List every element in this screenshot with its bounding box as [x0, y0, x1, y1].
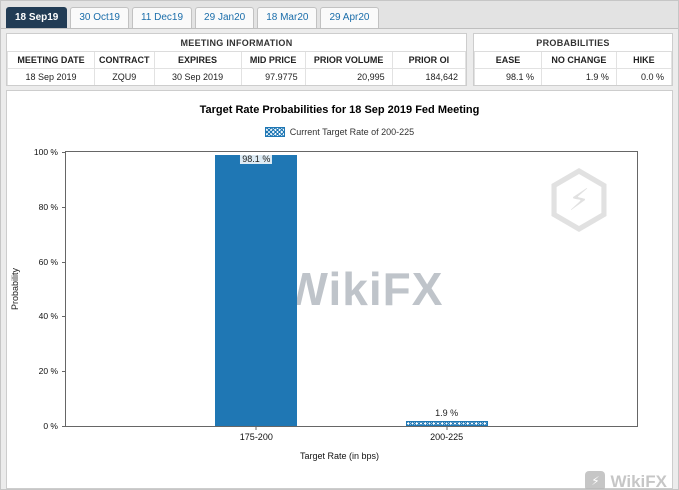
watermark-bottom-right: ⚡ WikiFX [585, 471, 667, 490]
info-row: MEETING INFORMATION MEETING DATE CONTRAC… [6, 33, 673, 86]
bar-200-225 [405, 420, 488, 426]
value-prior-volume: 20,995 [304, 68, 393, 85]
watermark-bottom-right-text: WikiFX [610, 471, 667, 490]
meeting-date-tabbar: 18 Sep19 30 Oct19 11 Dec19 29 Jan20 18 M… [1, 1, 678, 29]
bar-175-200 [215, 155, 298, 426]
y-tick-mark [62, 152, 66, 153]
probabilities-table: EASE NO CHANGE HIKE 98.1 % 1.9 % 0.0 % [474, 52, 673, 85]
bar-value-label-175-200: 98.1 % [240, 154, 273, 164]
wikifx-small-logo-icon: ⚡ [585, 471, 606, 489]
value-expires: 30 Sep 2019 [153, 68, 242, 85]
x-tick-mark [255, 426, 257, 430]
watermark-center-text: WikiFX [284, 263, 444, 315]
value-contract: ZQU9 [94, 68, 155, 85]
chart-legend: Current Target Rate of 200-225 [7, 127, 672, 137]
y-tick-20: 20 % [38, 366, 58, 377]
value-mid-price: 97.9775 [240, 68, 306, 85]
probabilities-title: PROBABILITIES [474, 34, 672, 52]
value-hike: 0.0 % [615, 68, 673, 85]
y-tick-mark [62, 426, 66, 427]
y-tick-mark [62, 371, 66, 373]
probabilities-panel: PROBABILITIES EASE NO CHANGE HIKE 98.1 %… [473, 33, 673, 86]
column-header-no-change: NO CHANGE [540, 52, 617, 69]
y-axis-title: Probability [10, 267, 20, 311]
tab-29-jan20[interactable]: 29 Jan20 [195, 7, 255, 28]
x-tick-175-200: 175-200 [239, 432, 273, 442]
meeting-information-panel: MEETING INFORMATION MEETING DATE CONTRAC… [6, 33, 467, 86]
y-tick-mark [62, 316, 66, 318]
probabilities-values-row: 98.1 % 1.9 % 0.0 % [474, 68, 673, 85]
value-prior-oi: 184,642 [391, 68, 467, 85]
column-header-hike: HIKE [615, 52, 673, 69]
tab-30-oct19[interactable]: 30 Oct19 [70, 7, 129, 28]
legend-hatched-swatch-icon [264, 127, 285, 137]
chart-title: Target Rate Probabilities for 18 Sep 201… [199, 104, 480, 116]
y-tick-mark [62, 261, 66, 263]
tab-11-dec19[interactable]: 11 Dec19 [131, 7, 193, 28]
column-header-ease: EASE [474, 52, 542, 69]
tab-18-sep19[interactable]: 18 Sep19 [6, 7, 68, 28]
y-tick-60: 60 % [38, 256, 58, 267]
tab-29-apr20[interactable]: 29 Apr20 [320, 7, 379, 28]
meeting-information-table: MEETING DATE CONTRACT EXPIRES MID PRICE … [6, 52, 467, 85]
column-header-prior-oi: PRIOR OI [391, 52, 467, 69]
value-no-change: 1.9 % [540, 68, 617, 85]
y-tick-80: 80 % [38, 201, 58, 212]
x-tick-mark [446, 426, 448, 430]
y-tick-100: 100 % [33, 147, 58, 157]
column-header-mid-price: MID PRICE [240, 52, 306, 69]
column-header-contract: CONTRACT [94, 52, 155, 69]
chart-panel: Target Rate Probabilities for 18 Sep 201… [6, 90, 673, 489]
hex-outline [551, 168, 607, 232]
tab-18-mar20[interactable]: 18 Mar20 [257, 7, 318, 28]
value-ease: 98.1 % [474, 68, 542, 85]
chart-body: Probability 100 % 80 % 60 % 40 % 20 % 0 … [10, 147, 638, 442]
y-tick-40: 40 % [38, 311, 58, 322]
meeting-information-title: MEETING INFORMATION [7, 34, 466, 52]
watermark-hex-logo-icon: ⚡ [547, 168, 611, 232]
x-tick-200-225: 200-225 [430, 432, 464, 442]
column-header-prior-volume: PRIOR VOLUME [304, 52, 393, 69]
column-header-expires: EXPIRES [153, 52, 242, 69]
bar-value-label-200-225: 1.9 % [433, 407, 461, 418]
plot-area: 100 % 80 % 60 % 40 % 20 % 0 % WikiFX [34, 147, 638, 442]
meeting-information-values-row: 18 Sep 2019 ZQU9 30 Sep 2019 97.9775 20,… [6, 68, 467, 85]
y-tick-mark [62, 206, 66, 208]
column-header-meeting-date: MEETING DATE [6, 52, 96, 69]
legend-label: Current Target Rate of 200-225 [289, 127, 415, 137]
lightning-icon: ⚡ [556, 174, 602, 226]
y-tick-0: 0 % [43, 421, 58, 431]
x-axis-title: Target Rate (in bps) [299, 451, 380, 461]
value-meeting-date: 18 Sep 2019 [6, 68, 96, 85]
